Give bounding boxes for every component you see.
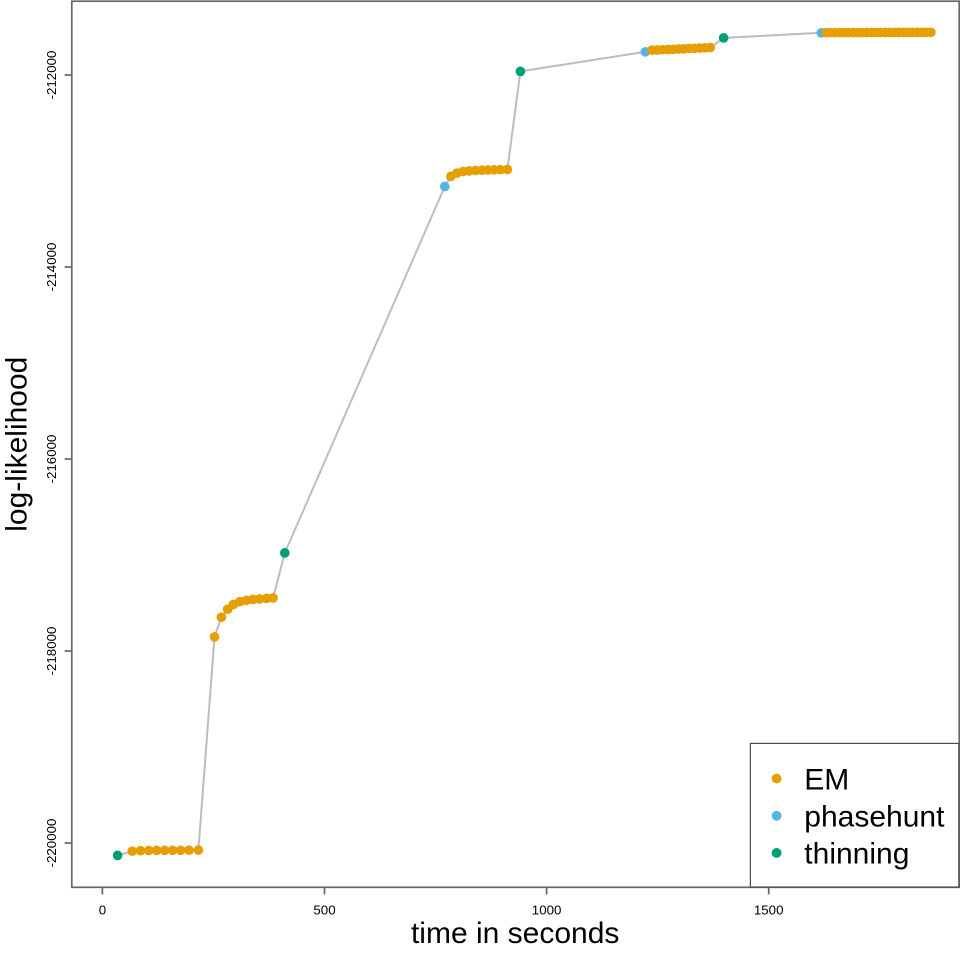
svg-text:time in seconds: time in seconds — [411, 917, 619, 950]
svg-text:-214000: -214000 — [44, 243, 59, 292]
svg-text:1500: 1500 — [754, 903, 784, 918]
svg-text:thinning: thinning — [804, 838, 909, 871]
svg-text:-218000: -218000 — [44, 627, 59, 676]
svg-text:-216000: -216000 — [44, 435, 59, 484]
svg-text:1000: 1000 — [532, 903, 562, 918]
svg-text:log-likelihood: log-likelihood — [0, 357, 33, 532]
svg-text:EM: EM — [804, 763, 849, 796]
svg-text:phasehunt: phasehunt — [804, 801, 945, 834]
svg-text:0: 0 — [99, 903, 106, 918]
svg-text:-212000: -212000 — [44, 51, 59, 100]
svg-text:-220000: -220000 — [44, 819, 59, 868]
svg-text:500: 500 — [313, 903, 335, 918]
